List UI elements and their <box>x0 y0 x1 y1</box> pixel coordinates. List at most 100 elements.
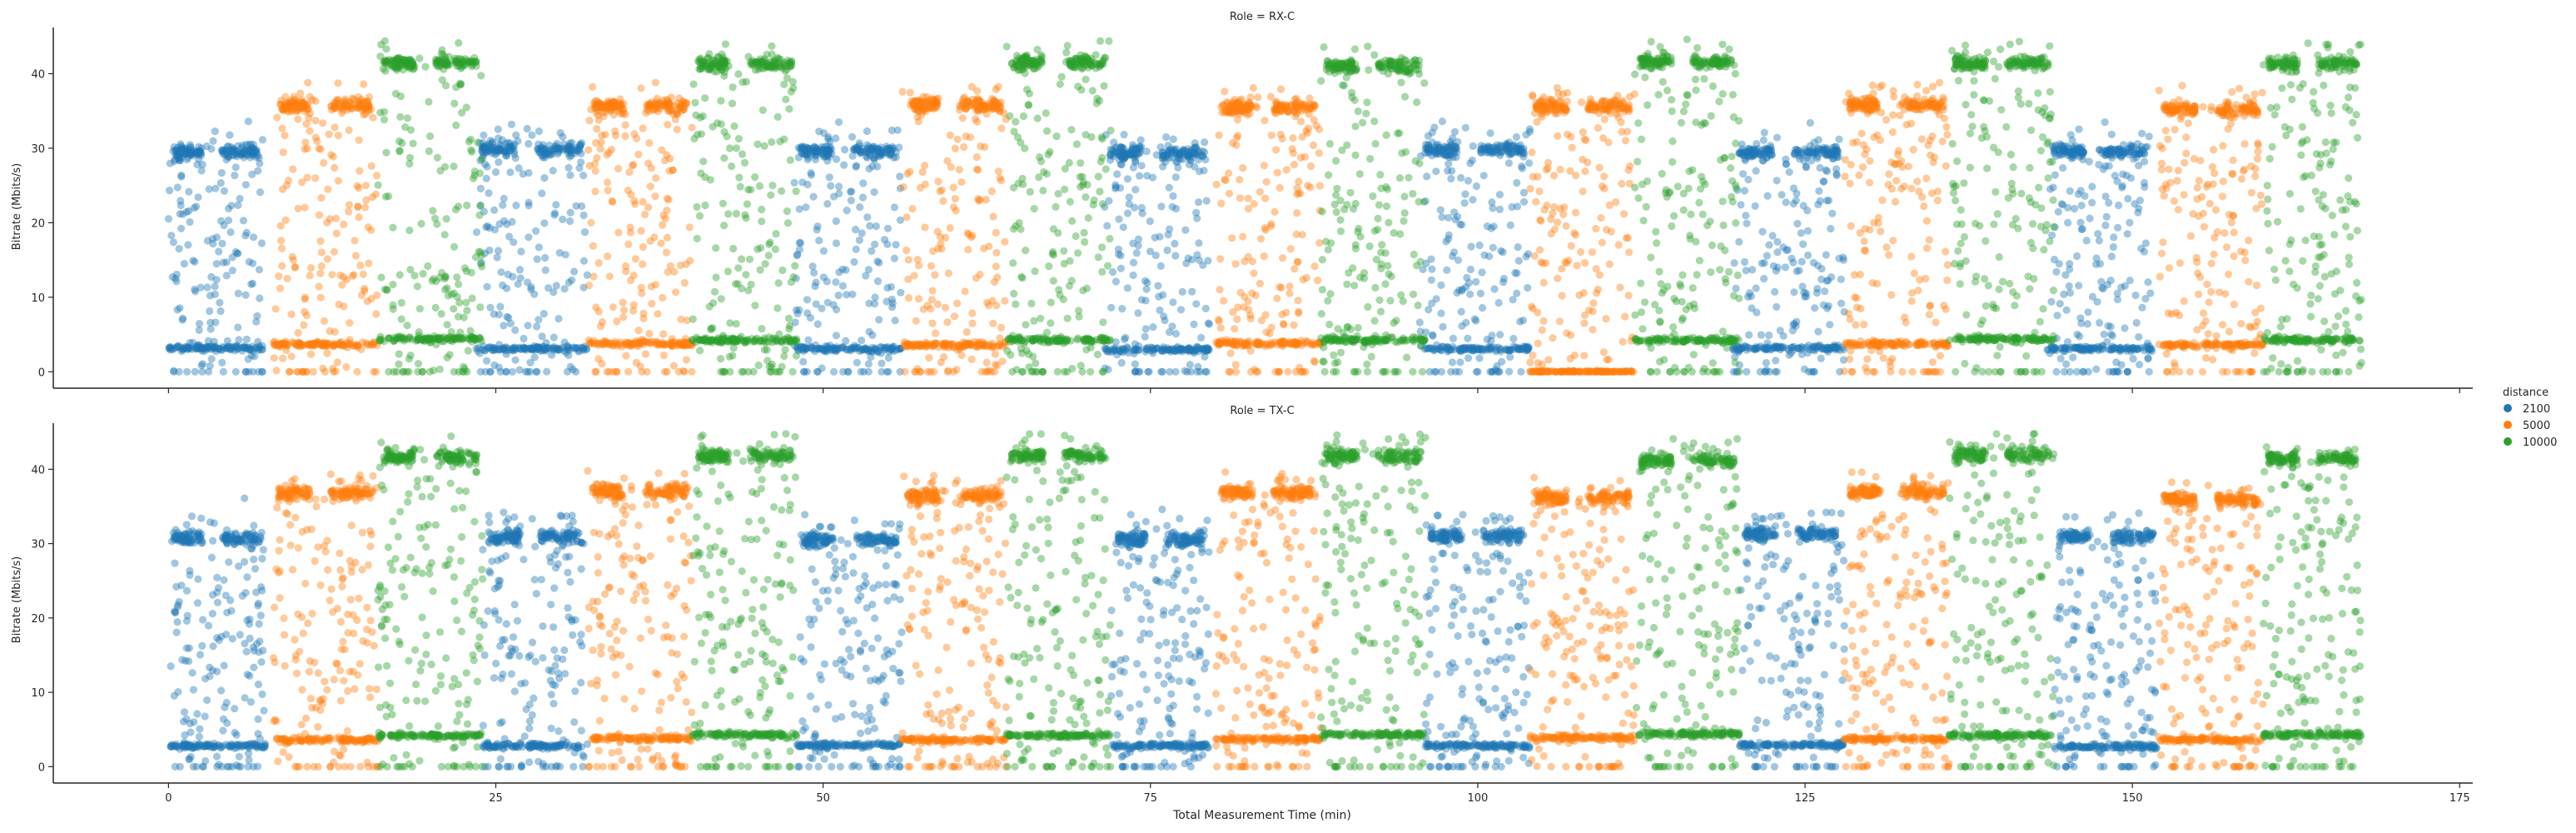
scatter-point-5000 <box>306 272 314 280</box>
scatter-point-2100 <box>2091 344 2100 352</box>
scatter-point-2100 <box>1776 327 1784 335</box>
scatter-point-2100 <box>2055 260 2063 268</box>
scatter-point-2100 <box>564 144 572 152</box>
scatter-point-5000 <box>977 142 985 151</box>
scatter-point-2100 <box>2101 221 2110 230</box>
scatter-point-5000 <box>316 237 325 246</box>
scatter-point-2100 <box>244 147 253 155</box>
scatter-point-2100 <box>815 237 823 245</box>
scatter-point-2100 <box>833 306 841 314</box>
scatter-point-2100 <box>255 153 263 162</box>
scatter-point-2100 <box>210 343 218 352</box>
scatter-point-2100 <box>199 345 207 353</box>
scatter-point-2100 <box>1190 320 1198 328</box>
scatter-point-2100 <box>506 142 515 151</box>
scatter-point-5000 <box>354 202 362 212</box>
scatter-point-5000 <box>984 302 993 310</box>
scatter-point-5000 <box>301 307 309 316</box>
scatter-point-5000 <box>592 97 601 105</box>
scatter-point-2100 <box>234 289 242 297</box>
scatter-point-5000 <box>1272 146 1281 154</box>
scatter-point-5000 <box>1595 163 1604 172</box>
scatter-point-2100 <box>177 171 186 180</box>
scatter-point-5000 <box>1234 303 1242 312</box>
scatter-point-2100 <box>2047 297 2056 306</box>
scatter-point-2100 <box>1448 358 1456 367</box>
scatter-point-2100 <box>1508 202 1516 212</box>
scatter-point-2100 <box>223 142 231 151</box>
scatter-point-2100 <box>495 141 504 149</box>
scatter-point-2100 <box>258 342 266 350</box>
scatter-point-2100 <box>246 147 254 155</box>
scatter-point-2100 <box>530 353 539 362</box>
scatter-point-5000 <box>646 237 654 245</box>
scatter-point-2100 <box>486 137 495 145</box>
scatter-point-2100 <box>534 145 542 153</box>
scatter-point-2100 <box>488 137 497 146</box>
scatter-point-2100 <box>579 172 588 180</box>
scatter-point-5000 <box>329 152 337 161</box>
scatter-point-2100 <box>1116 264 1125 272</box>
scatter-point-2100 <box>888 126 896 135</box>
scatter-point-5000 <box>1528 148 1536 157</box>
scatter-point-2100 <box>1496 347 1505 356</box>
scatter-point-2100 <box>567 146 575 154</box>
scatter-point-2100 <box>184 343 193 352</box>
scatter-point-2100 <box>486 367 495 376</box>
scatter-point-5000 <box>914 295 923 303</box>
scatter-point-2100 <box>2107 130 2116 138</box>
scatter-point-5000 <box>1621 137 1629 145</box>
scatter-point-2100 <box>823 151 832 159</box>
scatter-point-5000 <box>962 132 970 141</box>
scatter-point-5000 <box>927 367 935 376</box>
scatter-point-2100 <box>567 144 575 152</box>
scatter-point-2100 <box>1513 178 1521 187</box>
scatter-point-5000 <box>331 123 339 132</box>
scatter-point-5000 <box>989 319 997 327</box>
scatter-point-5000 <box>951 144 959 152</box>
scatter-point-2100 <box>506 168 515 177</box>
scatter-point-2100 <box>560 338 569 347</box>
scatter-point-2100 <box>241 291 250 299</box>
scatter-point-5000 <box>609 303 618 312</box>
scatter-point-5000 <box>1221 177 1230 185</box>
scatter-point-2100 <box>193 161 201 169</box>
scatter-point-2100 <box>2065 282 2073 291</box>
scatter-point-2100 <box>2126 277 2134 285</box>
scatter-point-2100 <box>191 287 200 296</box>
scatter-point-2100 <box>1771 287 1779 296</box>
scatter-point-2100 <box>1762 359 1770 367</box>
scatter-point-2100 <box>583 271 591 279</box>
scatter-point-5000 <box>340 220 348 228</box>
scatter-point-5000 <box>315 211 324 219</box>
scatter-point-5000 <box>346 336 354 344</box>
scatter-point-5000 <box>324 185 332 193</box>
scatter-point-2100 <box>1803 251 1813 260</box>
scatter-point-2100 <box>2145 367 2153 376</box>
scatter-point-2100 <box>226 345 234 353</box>
scatter-point-2100 <box>890 203 898 212</box>
scatter-point-5000 <box>1594 124 1603 132</box>
scatter-point-2100 <box>1802 162 1810 171</box>
scatter-point-2100 <box>248 279 257 287</box>
scatter-point-5000 <box>281 132 289 140</box>
scatter-point-5000 <box>359 270 367 278</box>
scatter-point-2100 <box>541 266 550 274</box>
scatter-point-2100 <box>170 157 178 166</box>
scatter-point-5000 <box>673 125 681 133</box>
scatter-point-2100 <box>555 144 564 152</box>
scatter-point-2100 <box>535 148 543 157</box>
scatter-point-2100 <box>1478 268 1486 277</box>
scatter-point-2100 <box>222 344 231 352</box>
scatter-point-2100 <box>1437 367 1445 376</box>
scatter-point-2100 <box>233 152 241 161</box>
scatter-point-2100 <box>880 236 889 244</box>
scatter-point-2100 <box>256 188 265 197</box>
scatter-point-2100 <box>542 147 551 156</box>
scatter-point-2100 <box>219 146 227 154</box>
scatter-point-5000 <box>594 116 603 124</box>
scatter-point-5000 <box>654 310 662 318</box>
scatter-point-2100 <box>1430 346 1439 354</box>
scatter-point-2100 <box>183 148 191 157</box>
scatter-point-5000 <box>1231 325 1239 333</box>
